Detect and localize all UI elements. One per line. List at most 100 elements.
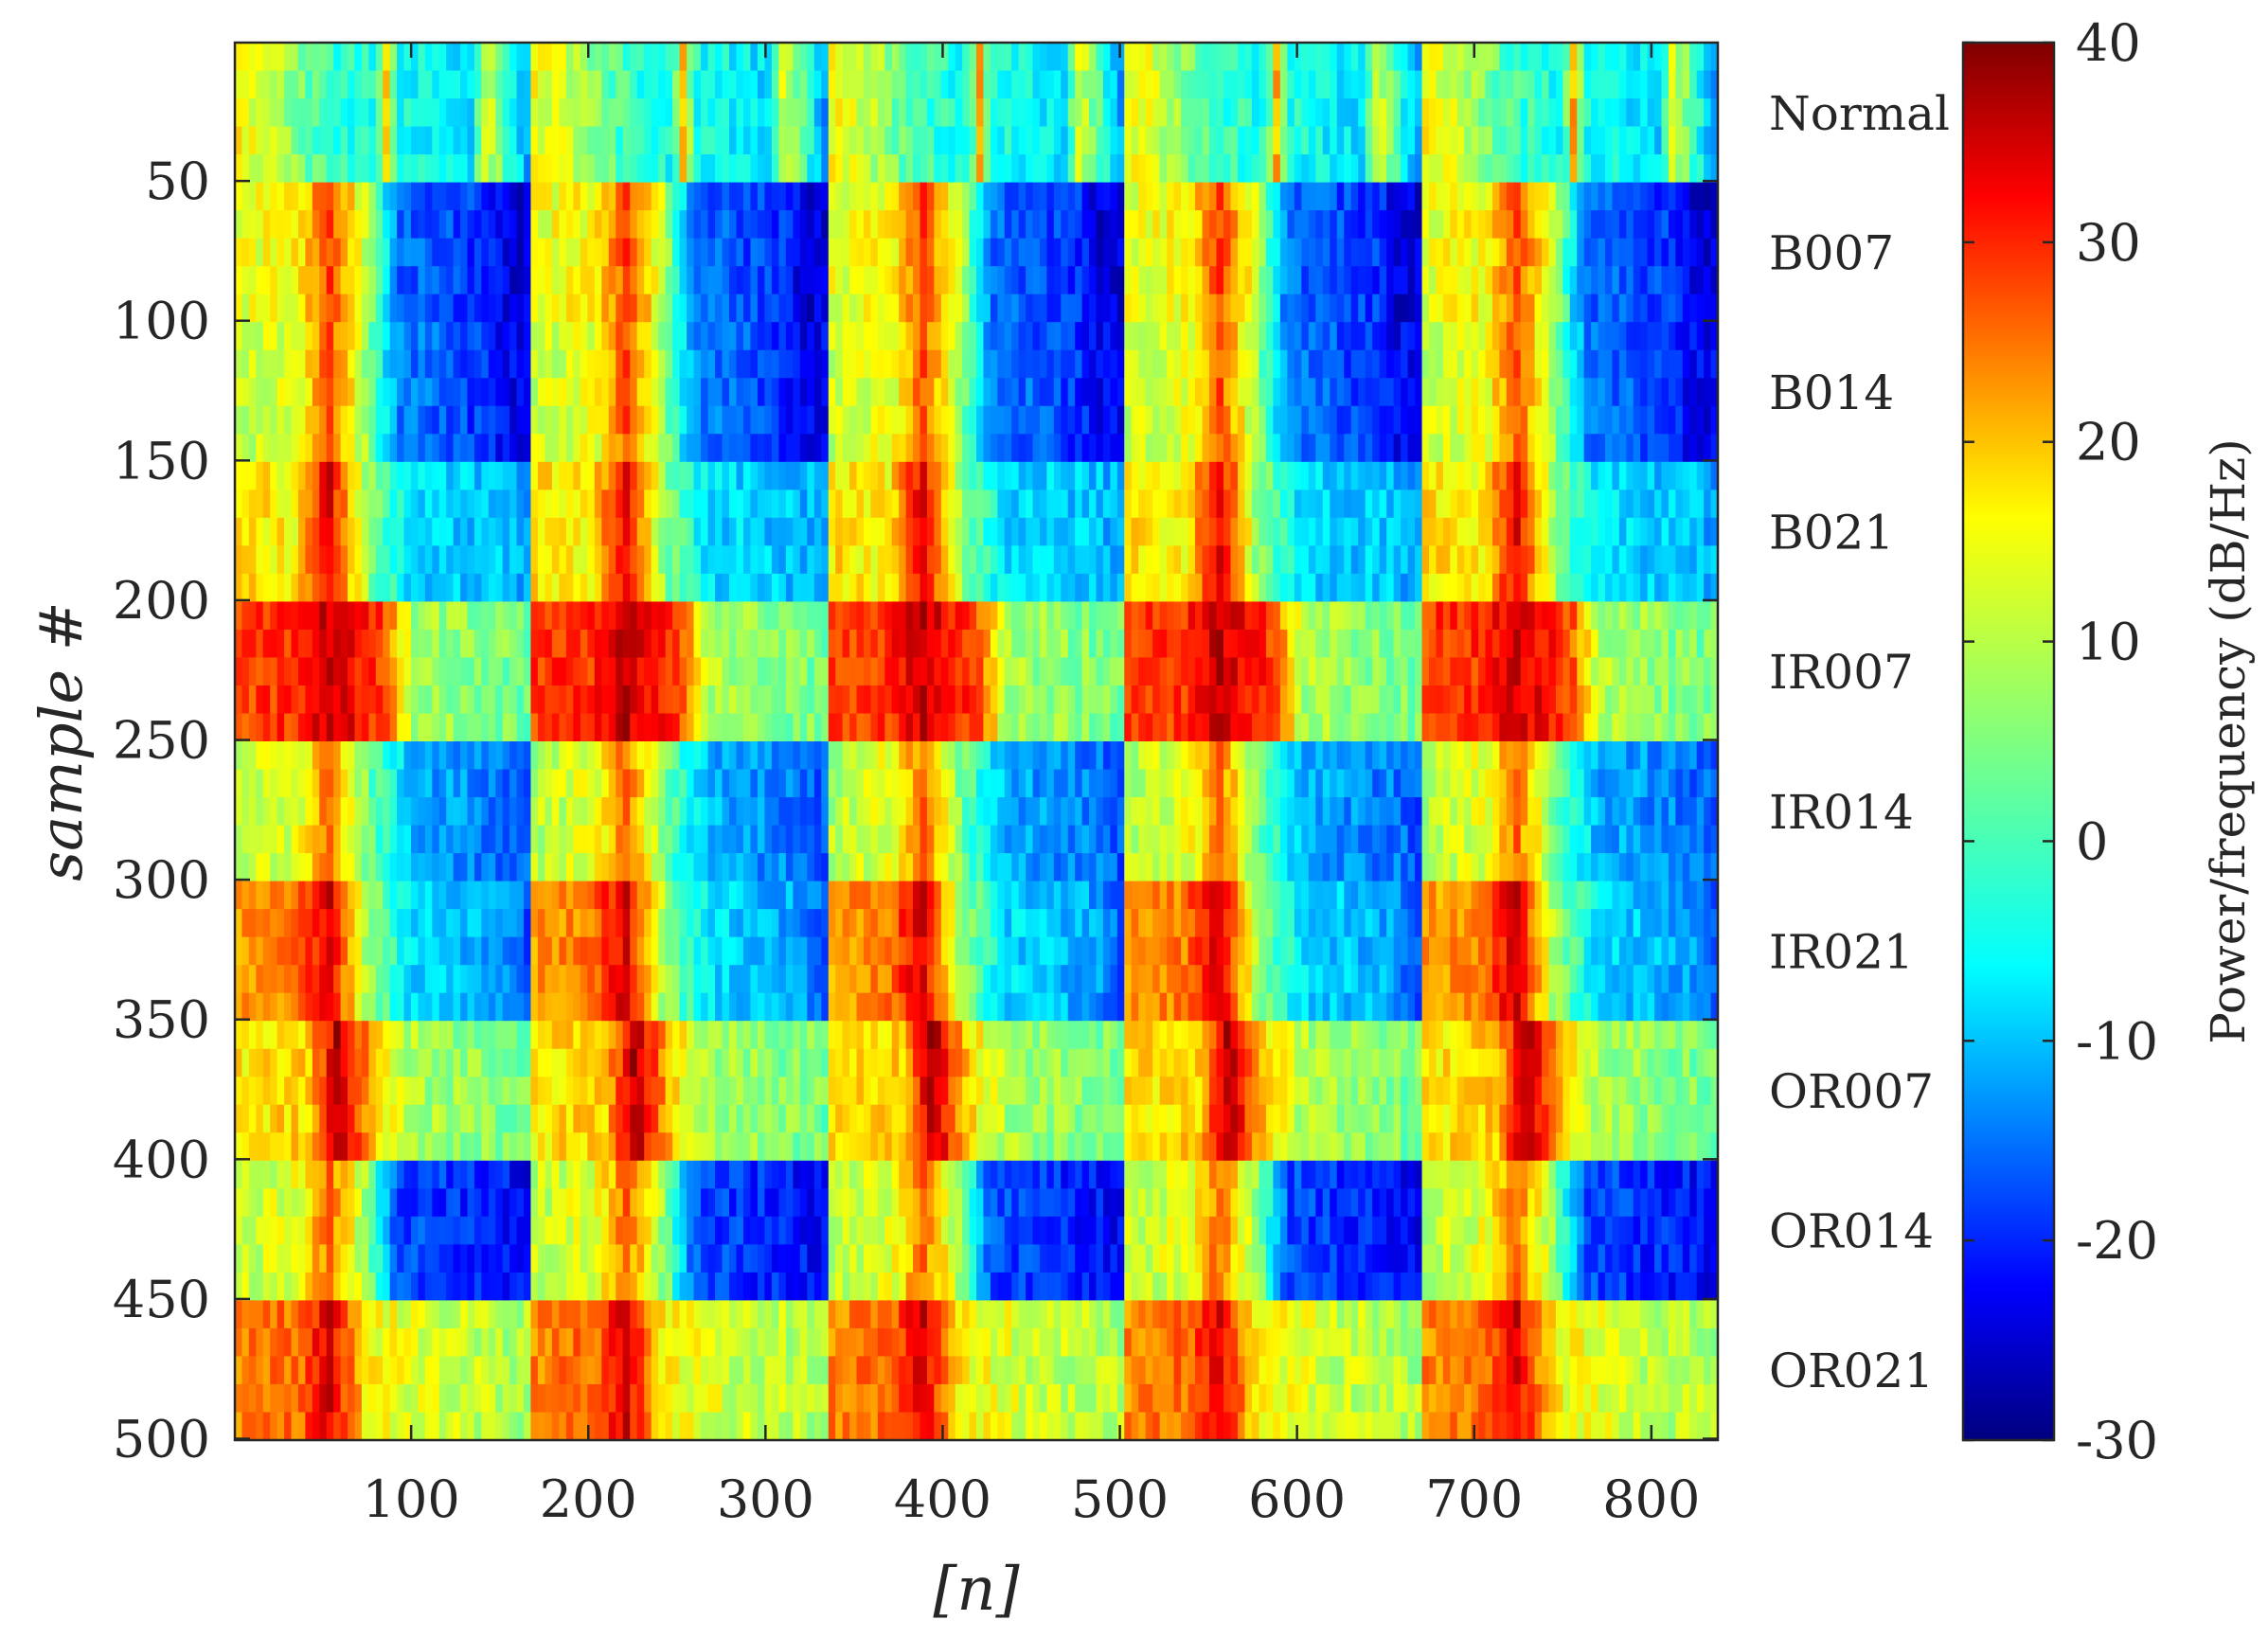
- heatmap-cell: [516, 909, 525, 938]
- heatmap-cell: [899, 1272, 907, 1301]
- heatmap-cell: [856, 210, 865, 240]
- heatmap-cell: [453, 1132, 461, 1162]
- heatmap-cell: [403, 741, 412, 771]
- heatmap-cell: [573, 1104, 581, 1133]
- heatmap-cell: [644, 349, 652, 379]
- heatmap-cell: [828, 657, 836, 686]
- heatmap-cell: [778, 349, 787, 379]
- heatmap-cell: [537, 1300, 546, 1329]
- heatmap-cell: [693, 210, 702, 240]
- heatmap-cell: [530, 1300, 539, 1329]
- heatmap-cell: [559, 1412, 567, 1441]
- heatmap-cell: [397, 1216, 405, 1245]
- heatmap-cell: [312, 881, 320, 910]
- heatmap-cell: [389, 294, 398, 323]
- heatmap-cell: [835, 1077, 844, 1106]
- heatmap-cell: [481, 601, 490, 631]
- heatmap-cell: [793, 601, 801, 631]
- heatmap-cell: [891, 825, 900, 854]
- heatmap-cell: [361, 349, 369, 379]
- heatmap-cell: [679, 936, 688, 966]
- heatmap-cell: [340, 1244, 348, 1273]
- heatmap-cell: [256, 909, 264, 938]
- heatmap-cell: [432, 182, 440, 211]
- heatmap-cell: [785, 601, 794, 631]
- heatmap-cell: [375, 685, 384, 715]
- heatmap-cell: [701, 434, 709, 463]
- heatmap-cell: [248, 657, 257, 686]
- heatmap-cell: [312, 1356, 320, 1385]
- heatmap-cell: [778, 657, 787, 686]
- heatmap-cell: [495, 545, 504, 575]
- heatmap-cell: [488, 1327, 496, 1358]
- heatmap-cell: [375, 1132, 384, 1162]
- heatmap-cell: [821, 517, 830, 546]
- heatmap-cell: [821, 1272, 830, 1301]
- heatmap-cell: [277, 378, 285, 407]
- heatmap-cell: [256, 1412, 264, 1441]
- heatmap-cell: [460, 461, 469, 490]
- heatmap-cell: [877, 685, 885, 715]
- heatmap-cell: [397, 1160, 405, 1189]
- heatmap-cell: [297, 238, 306, 267]
- heatmap-cell: [701, 70, 709, 99]
- heatmap-cell: [899, 70, 907, 99]
- heatmap-cell: [340, 1300, 348, 1329]
- heatmap-cell: [530, 294, 539, 323]
- heatmap-cell: [742, 349, 752, 379]
- heatmap-cell: [884, 769, 893, 798]
- heatmap-cell: [926, 210, 935, 240]
- heatmap-cell: [644, 545, 652, 575]
- heatmap-cell: [687, 266, 695, 295]
- heatmap-cell: [771, 797, 779, 827]
- heatmap-cell: [333, 154, 342, 184]
- heatmap-cell: [701, 853, 709, 882]
- heatmap-cell: [622, 741, 631, 771]
- heatmap-cell: [348, 126, 356, 155]
- heatmap-cell: [707, 1327, 716, 1358]
- heatmap-cell: [877, 405, 885, 435]
- heatmap-cell: [835, 322, 844, 351]
- heatmap-cell: [722, 629, 730, 659]
- heatmap-cell: [693, 126, 702, 155]
- heatmap-cell: [340, 1048, 348, 1077]
- heatmap-cell: [397, 1104, 405, 1133]
- heatmap-cell: [771, 1300, 779, 1329]
- heatmap-cell: [340, 741, 348, 771]
- heatmap-cell: [354, 909, 363, 938]
- heatmap-cell: [354, 98, 363, 128]
- heatmap-cell: [340, 1188, 348, 1218]
- heatmap-cell: [559, 657, 567, 686]
- heatmap-cell: [594, 1021, 602, 1050]
- heatmap-cell: [397, 825, 405, 854]
- heatmap-cell: [658, 1048, 667, 1077]
- heatmap-cell: [305, 545, 313, 575]
- heatmap-cell: [305, 797, 313, 827]
- heatmap-cell: [383, 98, 391, 128]
- heatmap-cell: [813, 70, 822, 99]
- heatmap-cell: [771, 1132, 779, 1162]
- heatmap-cell: [856, 98, 865, 128]
- heatmap-cell: [920, 769, 928, 798]
- heatmap-cell: [750, 936, 759, 966]
- heatmap-cell: [432, 266, 440, 295]
- heatmap-cell: [277, 909, 285, 938]
- heatmap-cell: [877, 825, 885, 854]
- heatmap-cell: [354, 154, 363, 184]
- heatmap-cell: [863, 1160, 872, 1189]
- heatmap-cell: [368, 1132, 377, 1162]
- heatmap-cell: [256, 238, 264, 267]
- heatmap-cell: [270, 434, 278, 463]
- heatmap-cell: [665, 294, 673, 323]
- heatmap-cell: [651, 378, 659, 407]
- heatmap-cell: [658, 601, 667, 631]
- heatmap-cell: [530, 1021, 539, 1050]
- heatmap-cell: [920, 657, 928, 686]
- heatmap-cell: [799, 1383, 808, 1414]
- heatmap-cell: [707, 1048, 716, 1077]
- heatmap-cell: [870, 797, 879, 827]
- heatmap-cell: [418, 909, 426, 938]
- heatmap-cell: [375, 349, 384, 379]
- heatmap-cell: [495, 434, 504, 463]
- heatmap-cell: [934, 1244, 942, 1273]
